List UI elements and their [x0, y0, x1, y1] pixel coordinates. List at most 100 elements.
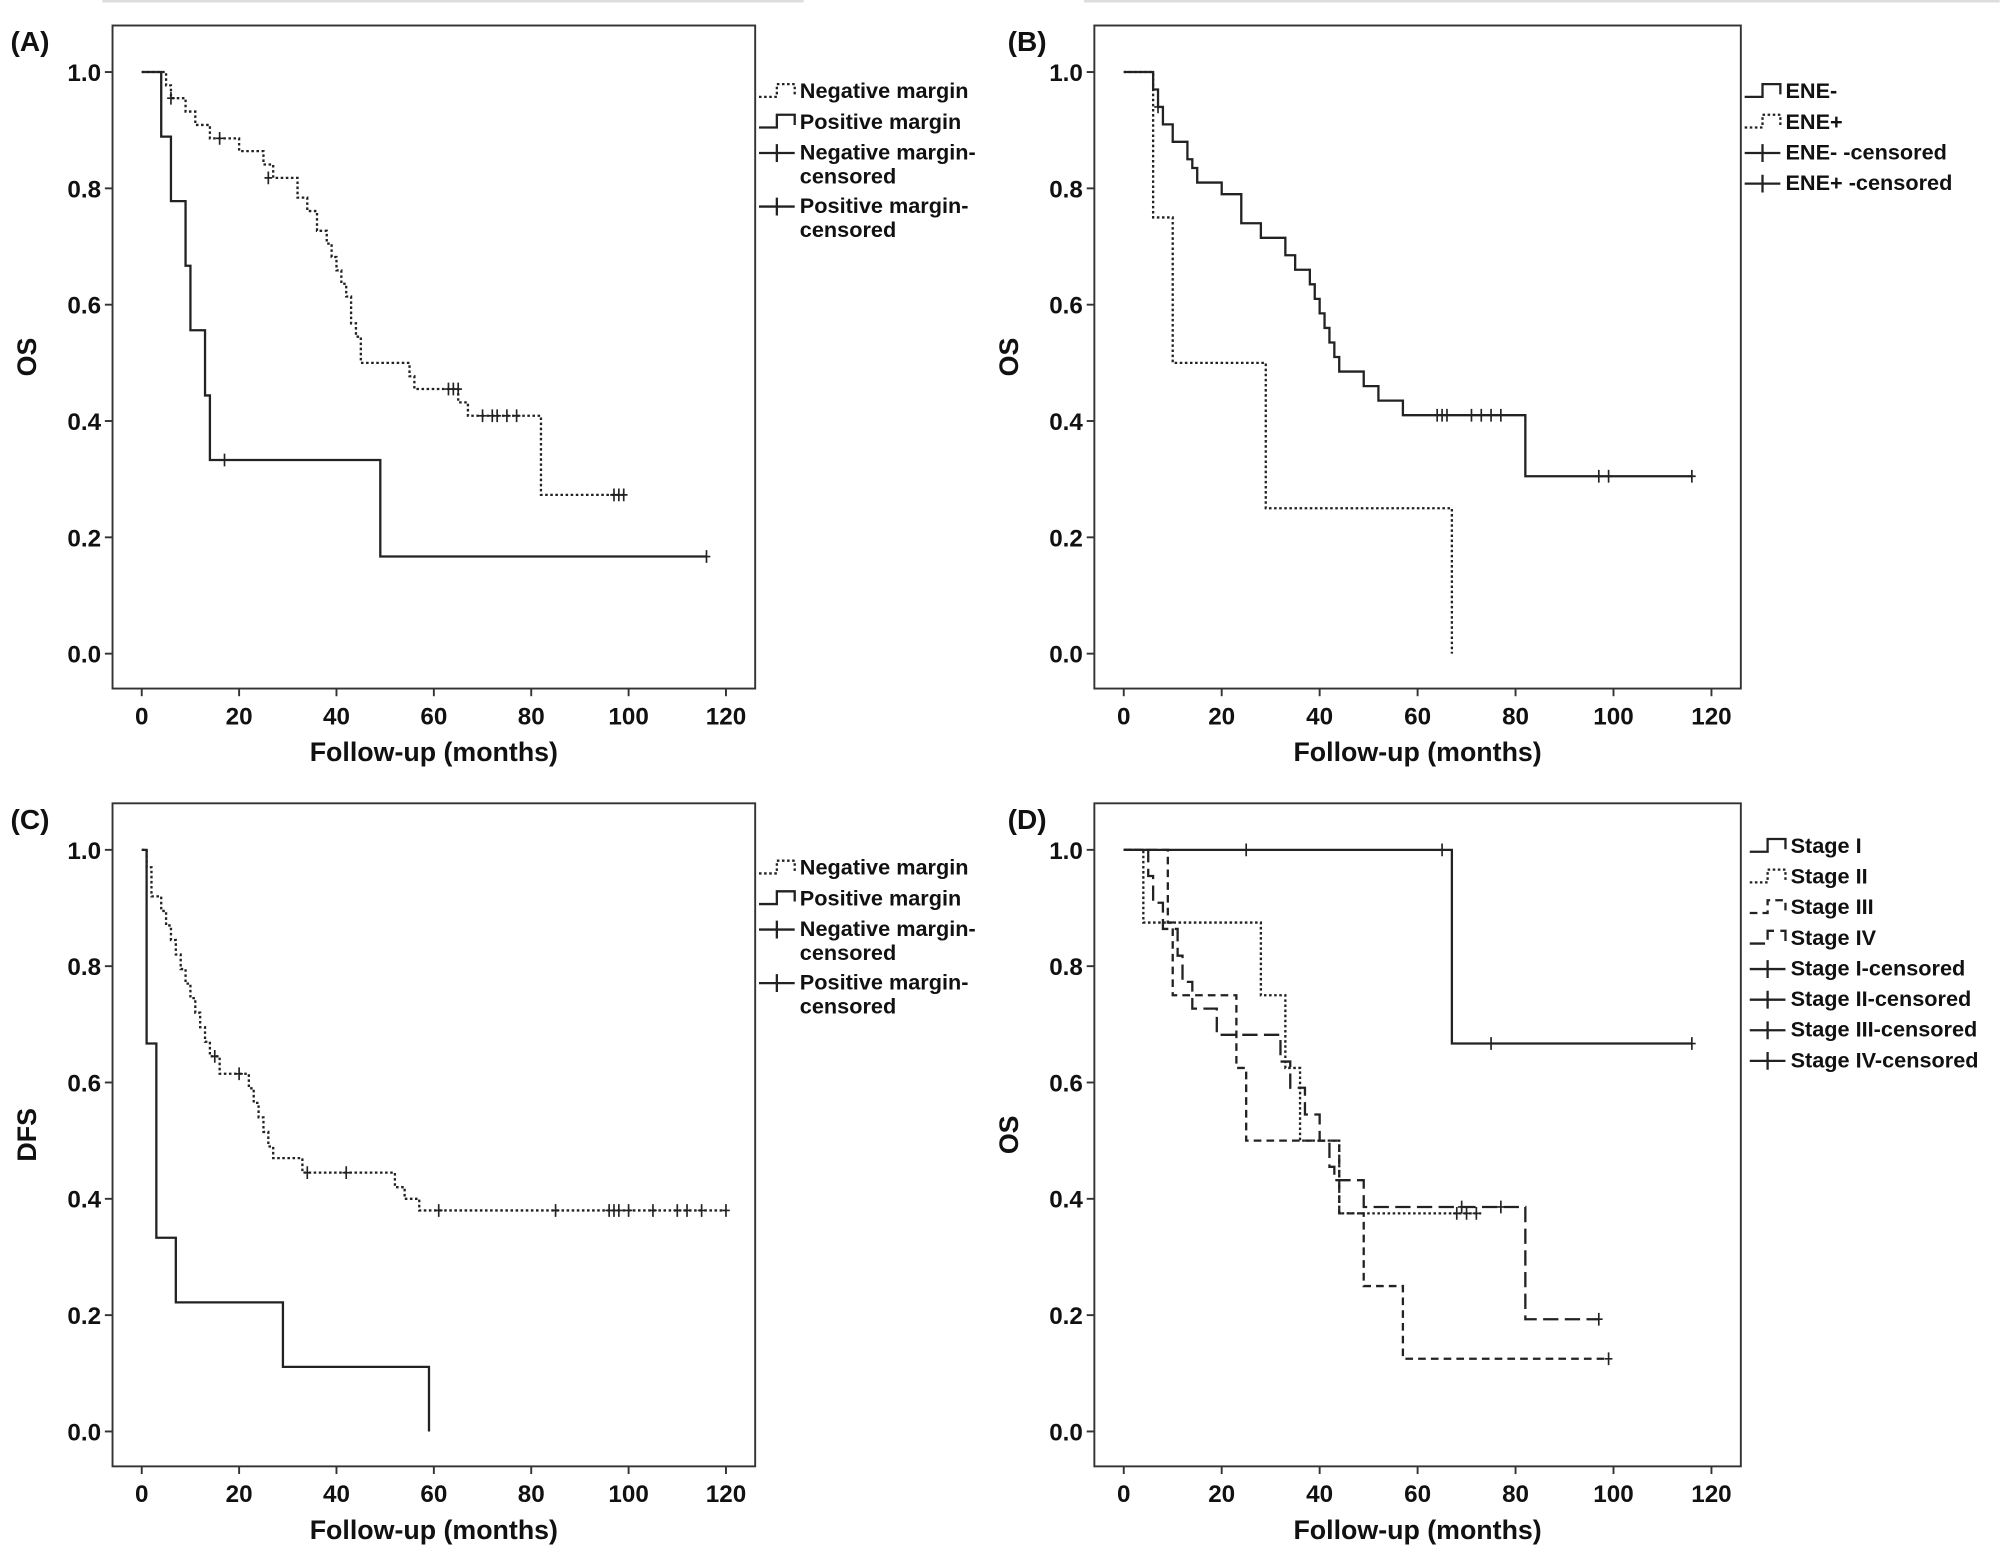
legend-swatch	[1749, 1021, 1786, 1040]
x-tick-label: 120	[706, 1481, 746, 1508]
y-axis-label: DFS	[12, 1108, 42, 1162]
censor-mark	[1154, 100, 1162, 114]
legend-item: Stage I-censored	[1747, 956, 2000, 982]
y-tick-label: 0.4	[1049, 409, 1083, 436]
plot-frame	[111, 802, 757, 1468]
y-axis-label: OS	[994, 338, 1024, 377]
y-tick-label: 0.4	[67, 409, 101, 436]
legend-symbol	[1749, 837, 1787, 853]
x-tick-label: 40	[323, 703, 350, 730]
censor-mark	[551, 1204, 560, 1217]
x-tick-label: 100	[608, 1481, 648, 1508]
censor-mark	[1462, 1206, 1471, 1220]
legend-item: Stage IV	[1747, 926, 2000, 952]
y-tick-label: 0.2	[1049, 525, 1083, 552]
censor-mark	[1688, 1037, 1696, 1050]
legend-symbol	[759, 144, 795, 162]
legend-label: ENE- -censored	[1785, 140, 1947, 165]
panel-label: (A)	[11, 26, 50, 57]
y-tick-label: 0.6	[67, 293, 101, 320]
x-tick-label: 120	[706, 703, 746, 730]
censor-mark	[1594, 469, 1603, 483]
censor-mark	[1438, 843, 1446, 857]
survival-curve	[1123, 848, 1599, 1321]
censor-mark	[697, 1204, 706, 1217]
legend-box: ENE- ENE+ ENE- -censored ENE+ -censored	[1742, 79, 1997, 197]
legend-label: Stage IV-censored	[1790, 1048, 1979, 1073]
legend-swatch	[1744, 144, 1781, 162]
legend-item: Stage III	[1747, 895, 2000, 921]
censor-mark	[615, 1204, 623, 1217]
legend-label: Positive margin-censored	[799, 193, 969, 243]
legend-item: Negative margin-censored	[756, 917, 1011, 965]
censor-mark	[434, 1204, 443, 1217]
x-tick-label: 0	[1117, 703, 1130, 730]
censor-mark	[342, 1166, 351, 1180]
legend-label: Stage I	[1790, 833, 1862, 859]
legend-symbol	[1744, 144, 1781, 162]
y-tick-label: 0.8	[1049, 176, 1083, 203]
legend-label: Negative margin-censored	[799, 916, 976, 966]
legend-label: Negative margin	[799, 79, 969, 104]
y-axis-label: OS	[12, 338, 42, 377]
legend-symbol	[1749, 929, 1787, 945]
y-tick-label: 0.6	[1049, 1070, 1083, 1097]
x-tick-label: 20	[1208, 703, 1235, 730]
survival-curve	[1123, 70, 1454, 654]
legend-symbol	[1749, 1021, 1786, 1040]
legend-item: ENE- -censored	[1742, 140, 1997, 166]
panel-label: (C)	[11, 804, 50, 835]
censor-mark	[512, 409, 521, 423]
legend-label: Negative margin	[799, 855, 969, 880]
censor-mark	[303, 1166, 312, 1180]
survival-curve	[141, 848, 431, 1432]
y-tick-label: 1.0	[1049, 60, 1083, 87]
x-axis-label: Follow-up (months)	[310, 1515, 558, 1545]
censor-mark	[1688, 469, 1696, 483]
censor-mark	[1594, 1312, 1603, 1326]
x-tick-label: 100	[608, 703, 648, 730]
legend-swatch	[1744, 174, 1781, 193]
x-tick-label: 60	[1404, 1481, 1431, 1508]
censor-mark	[649, 1204, 657, 1217]
censor-mark	[1467, 408, 1476, 422]
y-axis-label: OS	[994, 1116, 1024, 1155]
legend-item: Negative margin	[756, 856, 1011, 882]
legend-symbol	[1749, 1051, 1786, 1070]
legend-swatch	[759, 920, 795, 939]
legend-item: ENE+ -censored	[1742, 171, 1997, 197]
legend-label: Stage IV	[1790, 925, 1877, 950]
legend-swatch	[1744, 113, 1782, 129]
x-tick-label: 60	[420, 1481, 447, 1508]
legend-symbol	[1744, 113, 1782, 129]
censor-mark	[1497, 408, 1505, 422]
legend-symbol	[759, 197, 795, 216]
censor-mark	[1452, 1206, 1461, 1220]
y-tick-label: 0.8	[1049, 954, 1083, 981]
censor-mark	[220, 453, 229, 467]
x-tick-label: 0	[1117, 1481, 1130, 1508]
legend-box: Negative margin Positive margin Negative m…	[756, 856, 1011, 1019]
legend-label: Stage I-censored	[1790, 956, 1966, 981]
legend-swatch	[1749, 960, 1786, 979]
legend-label: Positive margin	[799, 886, 962, 911]
y-tick-label: 0.0	[67, 1419, 101, 1446]
x-tick-label: 100	[1593, 703, 1633, 730]
censor-mark	[1472, 1206, 1481, 1220]
legend-item: Stage IV-censored	[1747, 1048, 2000, 1074]
legend-label: Stage III-censored	[1790, 1017, 1978, 1042]
legend-label: Negative margin-censored	[799, 140, 976, 189]
legend-swatch	[1749, 899, 1787, 915]
panel-label: (B)	[1008, 26, 1047, 57]
censor-mark	[1487, 408, 1495, 422]
x-tick-label: 40	[1306, 703, 1333, 730]
legend-symbol	[1749, 868, 1787, 884]
legend-symbol	[759, 920, 795, 939]
survival-curve	[1123, 848, 1692, 1045]
plot-frame	[1093, 24, 1742, 690]
censor-mark	[619, 488, 628, 502]
legend-item: Stage I	[1747, 834, 2000, 860]
censor-mark	[1242, 843, 1251, 857]
x-tick-label: 40	[323, 1481, 350, 1508]
